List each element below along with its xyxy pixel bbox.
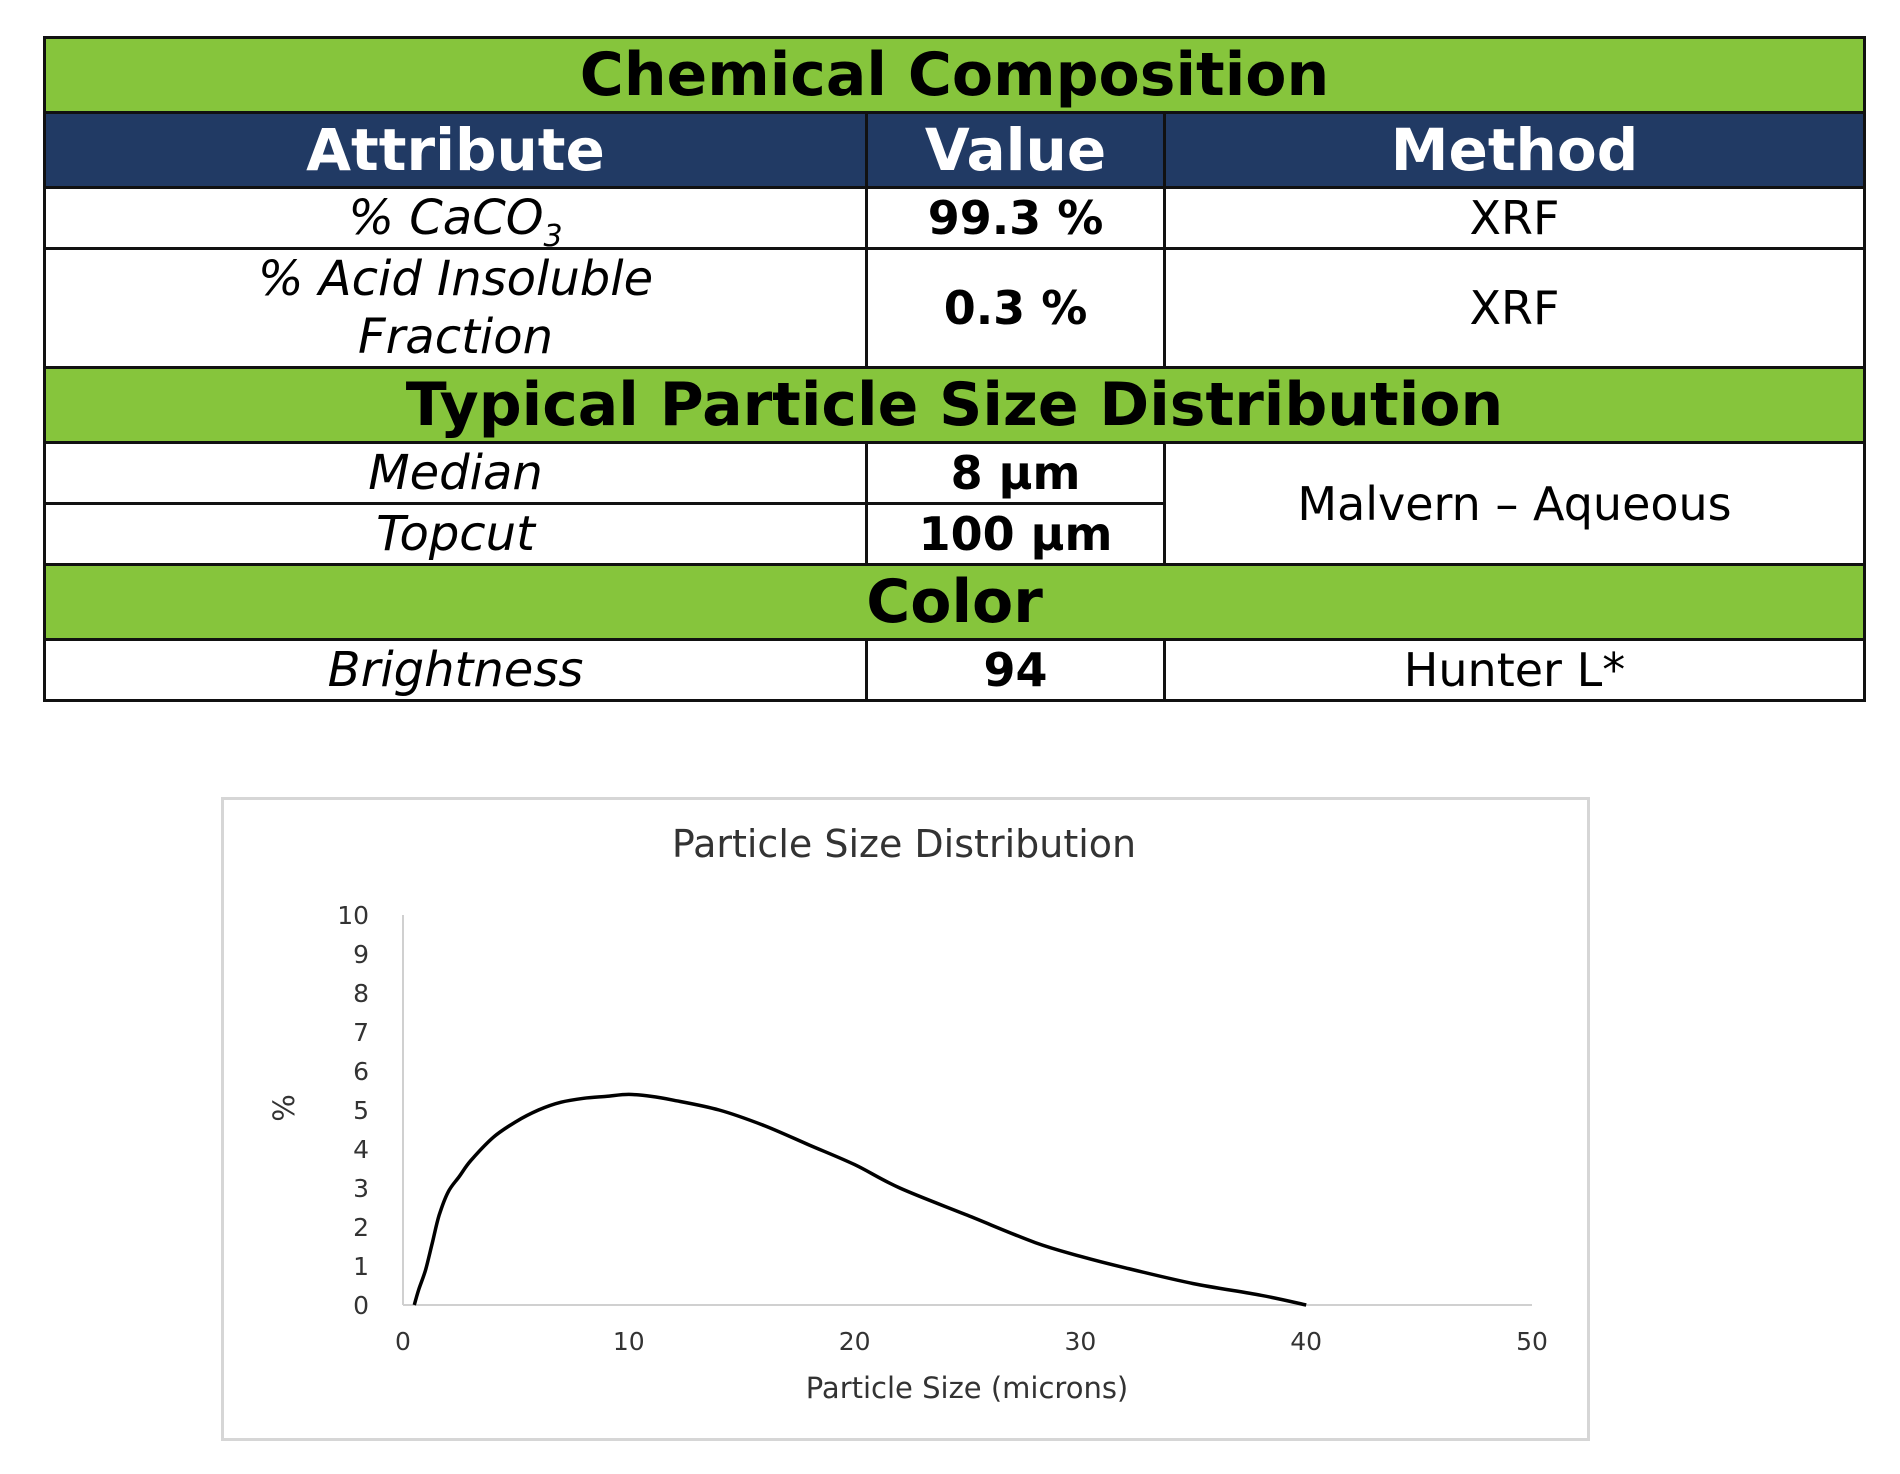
chart-title: Particle Size Distribution xyxy=(672,822,1136,866)
y-tick-label: 7 xyxy=(353,1018,369,1047)
y-tick-label: 9 xyxy=(353,940,369,969)
y-tick-label: 0 xyxy=(353,1291,369,1320)
x-tick-labels: 0 10 20 30 40 50 xyxy=(395,1327,1548,1356)
value-column-header: Value xyxy=(865,111,1166,189)
y-tick-label: 3 xyxy=(353,1174,369,1203)
particle-size-chart: Particle Size Distribution 0 1 2 3 4 5 6 7 8 9 10 … xyxy=(221,797,1590,1441)
acid-insoluble-line2: Fraction xyxy=(357,309,554,365)
caco3-subscript: 3 xyxy=(543,219,563,254)
method-column-header: Method xyxy=(1162,111,1867,189)
y-tick-label: 6 xyxy=(353,1057,369,1086)
attribute-cell: % CaCO3 xyxy=(43,186,868,252)
method-cell-merged: Malvern – Aqueous xyxy=(1162,441,1867,566)
table-row: % CaCO3 99.3 % XRF xyxy=(43,186,1867,252)
y-tick-label: 8 xyxy=(353,979,369,1008)
y-axis-label: % xyxy=(267,1094,301,1122)
y-tick-label: 2 xyxy=(353,1213,369,1242)
value-cell: 94 xyxy=(865,638,1166,702)
x-tick-label: 30 xyxy=(1064,1327,1096,1356)
particle-size-heading: Typical Particle Size Distribution xyxy=(42,366,1867,444)
x-tick-label: 40 xyxy=(1290,1327,1322,1356)
y-tick-label: 10 xyxy=(337,901,369,930)
y-tick-label: 1 xyxy=(353,1252,369,1281)
value-cell: 0.3 % xyxy=(865,247,1166,369)
y-tick-label: 5 xyxy=(353,1096,369,1125)
table-row: Brightness 94 Hunter L* xyxy=(43,638,1867,702)
attribute-cell: Median xyxy=(43,441,868,505)
x-tick-label: 10 xyxy=(613,1327,645,1356)
attribute-cell: % Acid Insoluble Fraction xyxy=(43,247,868,369)
method-cell: XRF xyxy=(1162,186,1867,250)
series-layer xyxy=(412,1092,1307,1307)
series-line-0 xyxy=(412,1092,1307,1307)
value-cell: 8 µm xyxy=(865,441,1166,505)
x-tick-label: 0 xyxy=(395,1327,411,1356)
table-row: % Acid Insoluble Fraction 0.3 % XRF xyxy=(43,247,1867,369)
value-cell: 99.3 % xyxy=(865,186,1166,250)
color-heading: Color xyxy=(42,563,1867,641)
table-row: Topcut 100 µm xyxy=(43,502,1865,566)
method-cell: XRF xyxy=(1162,247,1867,369)
specification-table: Chemical Composition Attribute Value Met… xyxy=(42,36,1867,702)
x-tick-label: 50 xyxy=(1516,1327,1548,1356)
y-tick-label: 4 xyxy=(353,1135,369,1164)
method-cell: Hunter L* xyxy=(1162,638,1867,702)
acid-insoluble-line1: % Acid Insoluble xyxy=(257,251,654,307)
y-tick-labels: 0 1 2 3 4 5 6 7 8 9 10 xyxy=(337,901,369,1320)
axes xyxy=(402,915,1532,1306)
attribute-cell: Brightness xyxy=(43,638,868,702)
attribute-cell: Topcut xyxy=(43,502,868,566)
caco3-label: % CaCO xyxy=(348,190,544,246)
table-row: Median 8 µm Malvern – Aqueous xyxy=(43,441,1867,566)
chemical-composition-heading: Chemical Composition xyxy=(42,36,1867,114)
x-axis-label: Particle Size (microns) xyxy=(806,1371,1129,1405)
chart-svg: Particle Size Distribution 012345678910 … xyxy=(267,822,1548,1405)
x-tick-label: 20 xyxy=(839,1327,871,1356)
attribute-column-header: Attribute xyxy=(43,111,868,189)
value-cell: 100 µm xyxy=(865,502,1166,566)
